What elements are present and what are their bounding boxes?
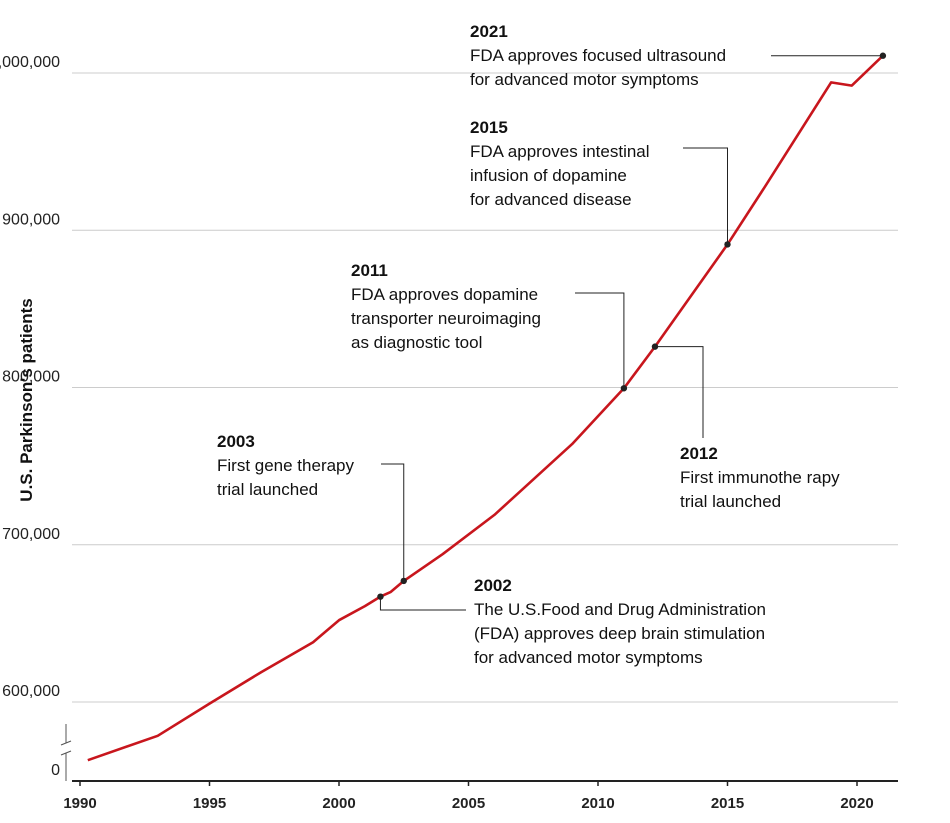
gridlines <box>72 72 898 703</box>
annotation-year: 2002 <box>474 576 512 595</box>
y-axis-label: U.S. Parkinson's patients <box>17 298 36 501</box>
annotation-year: 2011 <box>351 261 388 280</box>
annotations: 2002 The U.S.Food and Drug Administration… <box>217 22 887 667</box>
x-tick-label: 1995 <box>193 795 226 812</box>
x-tick-label: 2005 <box>452 795 485 812</box>
annotation-leader <box>379 596 466 611</box>
annotation-text: The U.S.Food and Drug Administration <box>474 600 766 619</box>
annotation-year: 2021 <box>470 22 508 41</box>
y-tick-label: 700,000 <box>2 526 60 543</box>
series <box>87 54 884 762</box>
annotation-text: trial launched <box>217 480 318 499</box>
axis-break-mark <box>60 750 72 756</box>
y-tick-label: 800,000 <box>2 369 60 386</box>
y-tick-label: 0 <box>51 762 60 779</box>
annotation-point <box>724 241 731 248</box>
x-tick-label: 1990 <box>63 795 96 812</box>
annotation-text: transporter neuroimaging <box>351 309 541 328</box>
annotation-text: First gene therapy <box>217 456 355 475</box>
annotation-leader <box>683 147 728 245</box>
annotation-year: 2012 <box>680 444 718 463</box>
annotation-year: 2015 <box>470 118 508 137</box>
x-tick-label: 2015 <box>711 795 744 812</box>
y-tick-label: 1,000,000 <box>0 54 60 71</box>
annotation-text: for advanced disease <box>470 190 632 209</box>
annotation-point <box>377 593 384 600</box>
annotation-point <box>651 343 659 350</box>
x-tick-label: 2000 <box>322 795 355 812</box>
annotation-text: as diagnostic tool <box>351 333 482 352</box>
axis-break-mark <box>60 740 72 746</box>
annotation-text: FDA approves focused ultrasound <box>470 46 726 65</box>
annotation-text: trial launched <box>680 492 781 511</box>
annotation-text: for advanced motor symptoms <box>470 70 699 89</box>
annotation-text: First immunothe rapy <box>680 468 840 487</box>
annotation-year: 2003 <box>217 432 255 451</box>
y-tick-label: 600,000 <box>2 683 60 700</box>
annotation-text: (FDA) approves deep brain stimulation <box>474 624 765 643</box>
annotation-point <box>400 577 407 585</box>
axes: 0 600,000 700,000 800,000 900,000 1,000,000 19… <box>0 54 898 812</box>
annotation-leader <box>381 463 405 581</box>
annotation-text: FDA approves intestinal <box>470 142 650 161</box>
x-tick-label: 2020 <box>840 795 873 812</box>
annotation-text: infusion of dopamine <box>470 166 627 185</box>
annotation-leader <box>575 292 625 389</box>
series-line <box>87 54 884 762</box>
annotation-text: FDA approves dopamine <box>351 285 538 304</box>
annotation-leader <box>654 346 704 438</box>
annotation-point <box>620 385 628 392</box>
y-tick-label: 900,000 <box>2 211 60 228</box>
x-tick-label: 2010 <box>581 795 614 812</box>
annotation-text: for advanced motor symptoms <box>474 648 703 667</box>
annotation-point <box>879 52 887 59</box>
